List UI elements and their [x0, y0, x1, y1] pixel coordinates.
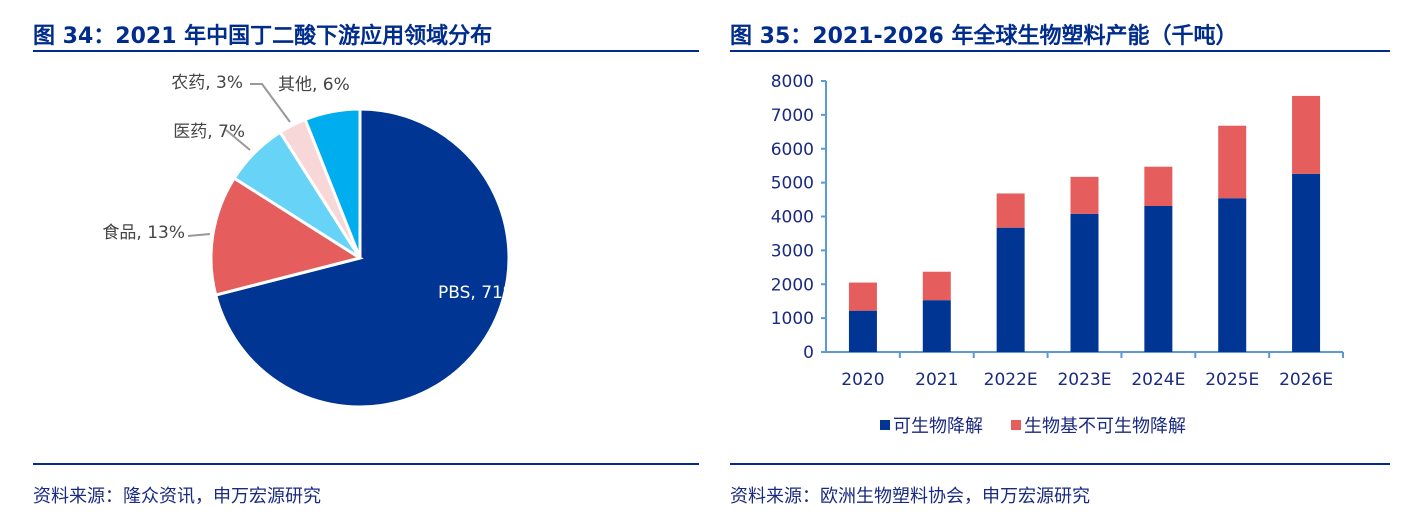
leader-line-food	[187, 233, 211, 237]
bar-biodegradable	[1144, 205, 1173, 352]
pie-slice-其他	[303, 107, 362, 259]
pie-slice-食品	[209, 176, 364, 297]
y-tick-label: 0	[803, 343, 814, 363]
x-tick-label: 2023E	[1057, 370, 1111, 390]
y-tick-label: 5000	[771, 174, 814, 194]
x-tick-label: 2020	[841, 370, 884, 390]
legend-label: 生物基不可生物降解	[1024, 416, 1186, 437]
bar-biodegradable	[922, 300, 951, 352]
y-tick-label: 1000	[771, 309, 814, 329]
legend-swatch	[880, 420, 890, 430]
x-tick-label: 2024E	[1131, 370, 1185, 390]
y-tick-label: 2000	[771, 275, 814, 295]
bar-biodegradable	[996, 227, 1025, 352]
bar-non-biodegradable	[1292, 95, 1321, 174]
y-tick-label: 8000	[771, 72, 814, 92]
right-title-rule	[730, 50, 1390, 52]
x-tick-label: 2021	[915, 370, 958, 390]
pie-label: 食品, 13%	[102, 223, 185, 243]
right-source-rule	[730, 463, 1390, 465]
bar-non-biodegradable	[996, 193, 1025, 228]
pie-label: 农药, 3%	[171, 73, 243, 93]
left-chart-title: 图 34：2021 年中国丁二酸下游应用领域分布	[33, 24, 493, 49]
x-tick-label: 2026E	[1279, 370, 1333, 390]
legend-swatch	[1011, 420, 1021, 430]
right-chart-title: 图 35：2021-2026 年全球生物塑料产能（千吨）	[730, 24, 1238, 49]
pie-label: 医药, 7%	[173, 122, 245, 142]
y-tick-label: 3000	[771, 241, 814, 261]
bar-non-biodegradable	[848, 282, 877, 311]
pie-label: 其他, 6%	[278, 75, 350, 95]
leader-line-medicine	[225, 129, 251, 151]
legend-label: 可生物降解	[893, 416, 983, 437]
y-tick-label: 6000	[771, 140, 814, 160]
left-title-rule	[33, 50, 699, 52]
x-tick-label: 2025E	[1205, 370, 1259, 390]
bar-non-biodegradable	[1144, 166, 1173, 206]
pie-label: PBS, 71%	[438, 283, 519, 303]
left-source: 资料来源：隆众资讯，申万宏源研究	[33, 486, 321, 507]
left-source-rule	[33, 463, 699, 465]
right-source: 资料来源：欧洲生物塑料协会，申万宏源研究	[730, 486, 1090, 507]
leader-line-pesticide	[250, 83, 291, 123]
bar-non-biodegradable	[1218, 125, 1247, 199]
bar-non-biodegradable	[922, 271, 951, 301]
bar-biodegradable	[1218, 198, 1247, 352]
bar-biodegradable	[1292, 173, 1321, 352]
bar-biodegradable	[848, 310, 877, 352]
y-tick-label: 7000	[771, 106, 814, 126]
bar-non-biodegradable	[1070, 176, 1099, 214]
bar-biodegradable	[1070, 213, 1099, 352]
x-tick-label: 2022E	[984, 370, 1038, 390]
y-tick-label: 4000	[771, 208, 814, 228]
